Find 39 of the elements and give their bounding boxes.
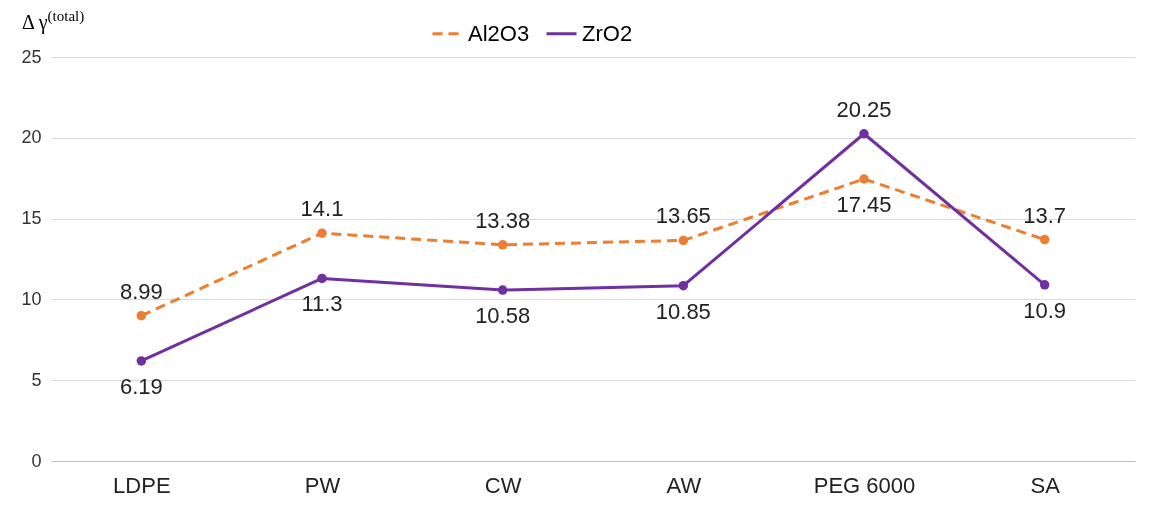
x-tick-label: AW xyxy=(666,472,702,498)
data-label: 10.9 xyxy=(1023,297,1067,323)
y-tick-label: 10 xyxy=(21,288,42,309)
data-label: 13.38 xyxy=(475,207,531,233)
point xyxy=(678,235,689,246)
point xyxy=(317,228,327,238)
data-label: 10.58 xyxy=(475,303,531,329)
data-label: 13.65 xyxy=(655,203,711,229)
data-label: 6.19 xyxy=(119,373,163,399)
point xyxy=(136,310,147,321)
y-tick-label: 20 xyxy=(21,127,42,148)
legend-label: Al2O3 xyxy=(468,20,530,46)
x-tick-label: SA xyxy=(1030,472,1061,498)
data-label: 20.25 xyxy=(836,96,892,122)
point xyxy=(1039,234,1050,245)
data-label: 13.7 xyxy=(1023,202,1067,228)
y-axis-title: Δ γ$^{(total)}$ xyxy=(22,8,85,34)
data-label: 17.45 xyxy=(836,192,892,218)
legend-label: ZrO2 xyxy=(582,20,633,46)
data-label: 14.1 xyxy=(300,196,344,222)
y-tick-label: 5 xyxy=(31,369,42,390)
point xyxy=(678,280,689,291)
point xyxy=(317,273,327,284)
data-label: 10.85 xyxy=(655,298,711,324)
point xyxy=(136,356,147,366)
x-tick-label: CW xyxy=(484,472,522,498)
data-label: 11.3 xyxy=(301,291,343,317)
y-tick-label: 15 xyxy=(21,208,42,229)
point xyxy=(859,129,869,139)
x-tick-label: PW xyxy=(304,472,341,498)
point xyxy=(497,240,508,250)
y-tick-label: 0 xyxy=(31,450,42,471)
x-tick-label: LDPE xyxy=(113,472,171,498)
point xyxy=(1039,280,1050,290)
point xyxy=(497,285,508,295)
point xyxy=(859,174,869,184)
data-label: 8.99 xyxy=(119,278,163,304)
y-tick-label: 25 xyxy=(21,46,42,67)
x-tick-label: PEG 6000 xyxy=(813,472,916,498)
